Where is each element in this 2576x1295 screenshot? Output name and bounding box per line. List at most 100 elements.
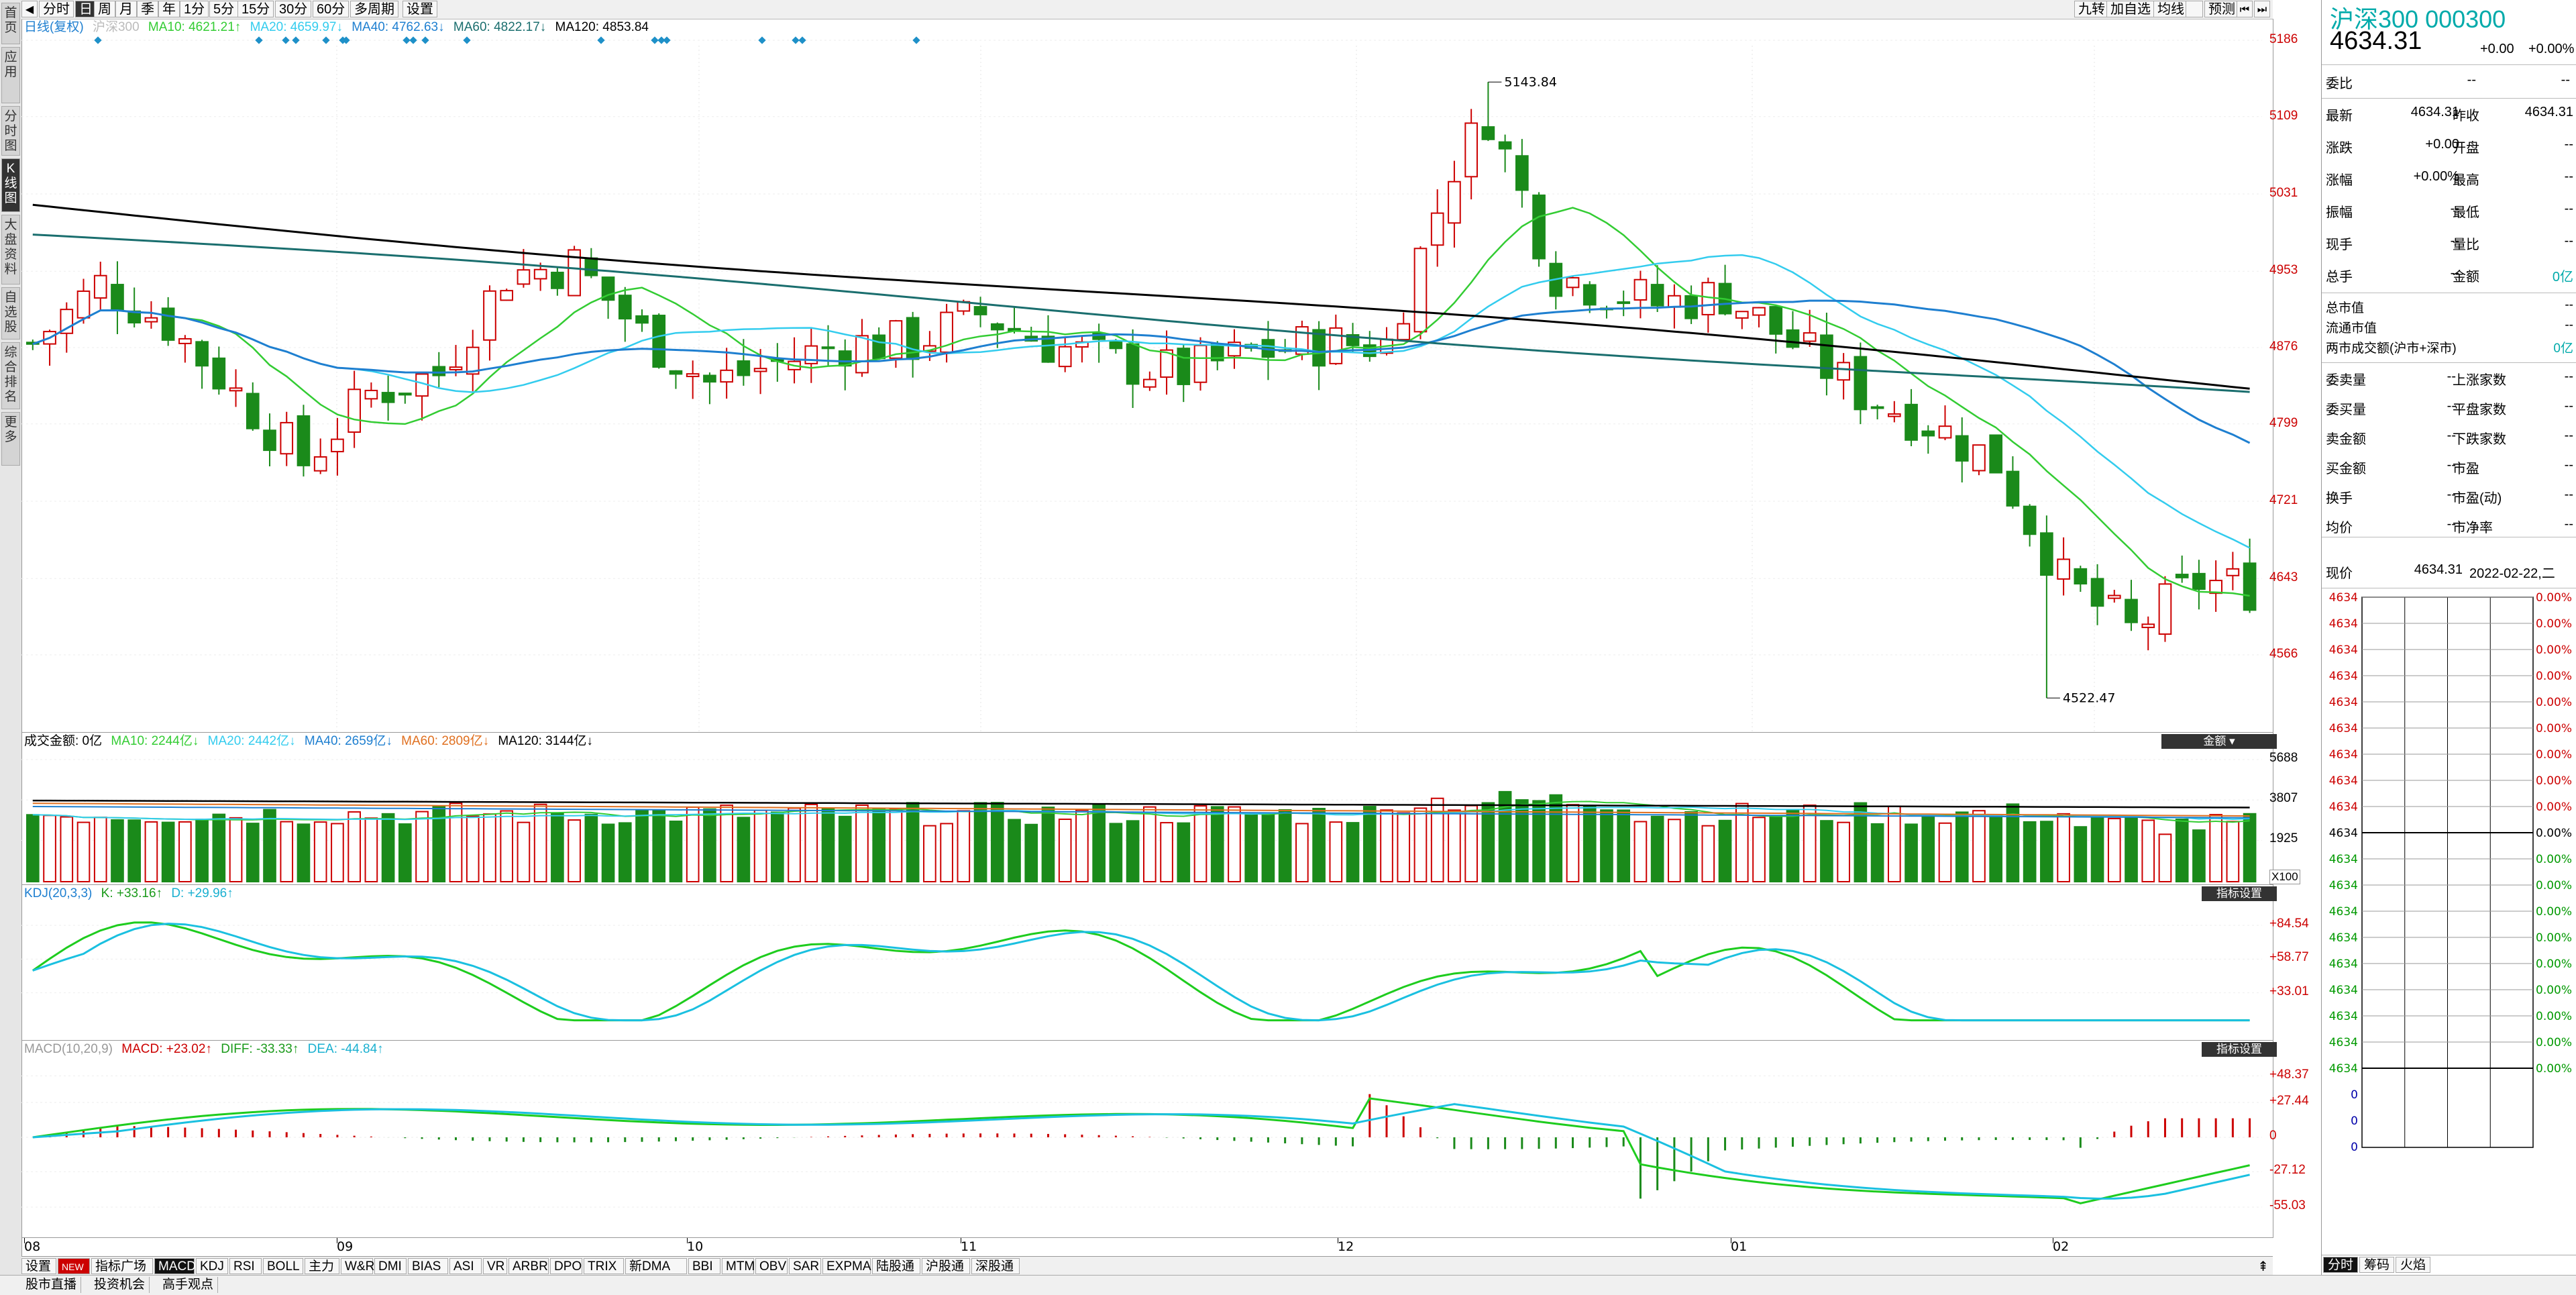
mini-timeshare-chart: 4634 0.00% 4634 0.00% 4634 0.00% 4634 0.00% 4634… [2329, 591, 2572, 1154]
panel-tab-2[interactable]: 火焰 [2396, 1257, 2430, 1273]
mini-pct-tick: 0.00% [2536, 591, 2572, 605]
indicator-tab-13[interactable]: ARBR [508, 1258, 549, 1274]
legend-volume-title: 成交金额: 0亿 [24, 734, 103, 748]
volume-bar [1041, 807, 1055, 882]
status-opportunity[interactable]: 投资机会 [90, 1277, 150, 1293]
quote-label: 涨幅 [2326, 173, 2353, 188]
period-tab-week[interactable]: 周 [94, 1, 115, 17]
toolbar-blank[interactable] [2186, 1, 2203, 17]
period-tab-year[interactable]: 年 [158, 1, 180, 17]
candle-body [635, 315, 649, 324]
breadth-label: 市净率 [2453, 521, 2493, 535]
indicator-tab-6[interactable]: BOLL [263, 1258, 303, 1274]
volume-bar [720, 805, 733, 882]
toolbar-ma-lines[interactable]: 均线 [2153, 1, 2188, 17]
indicator-tab-11[interactable]: ASI [449, 1258, 482, 1274]
indicator-tab-23[interactable]: 沪股通 [922, 1258, 970, 1274]
volume-bar [2125, 817, 2138, 882]
panel-tab-0[interactable]: 分时 [2323, 1257, 2358, 1273]
sidebar-item-home[interactable]: 首页 [1, 3, 20, 44]
last-page-icon[interactable]: ⏭ [2254, 1, 2270, 17]
signal-marker [792, 36, 800, 44]
sidebar-item-ranking[interactable]: 综合排名 [1, 342, 20, 409]
period-tab-1min[interactable]: 1分 [180, 1, 209, 17]
period-tab-60min[interactable]: 60分 [313, 1, 350, 17]
market-value: 0亿 [2553, 342, 2573, 356]
indicator-tab-10[interactable]: BIAS [408, 1258, 448, 1274]
volume-chart[interactable]: 成交金额: 0亿 MA10: 2244亿↓ MA20: 2442亿↓ MA40:… [21, 732, 2277, 885]
indicator-tab-17[interactable]: BBI [688, 1258, 720, 1274]
kdj-chart[interactable]: KDJ(20,3,3) K: +33.16↑ D: +29.96↑ 指标设置 [21, 884, 2277, 1041]
quote-value: -- [2564, 137, 2573, 152]
sidebar-item-timeshare[interactable]: 分时图 [1, 106, 20, 156]
toolbar-jiuzhuan[interactable]: 九转 [2074, 1, 2109, 17]
indicator-tab-5[interactable]: RSI [229, 1258, 262, 1274]
indicator-tab-19[interactable]: OBV [755, 1258, 788, 1274]
volume-bar [838, 815, 852, 882]
period-tab-month[interactable]: 月 [115, 1, 137, 17]
volume-bar [584, 813, 598, 882]
period-tab-15min[interactable]: 15分 [237, 1, 274, 17]
period-tab-5min[interactable]: 5分 [209, 1, 239, 17]
toolbar-settings[interactable]: 设置 [402, 1, 437, 17]
sidebar-item-market-info[interactable]: 大盘资料 [1, 215, 20, 284]
toolbar-add-watchlist[interactable]: 加自选 [2106, 1, 2155, 17]
back-arrow-icon[interactable]: ◀ [21, 1, 38, 17]
volume-type-dropdown[interactable]: 金额 ▾ [2161, 734, 2277, 749]
breadth-value: -- [2564, 517, 2573, 531]
indicator-tab-18[interactable]: MTM [722, 1258, 755, 1274]
status-live-broadcast[interactable]: 股市直播 [21, 1277, 82, 1293]
volume-bar [347, 811, 361, 882]
indicator-tab-3[interactable]: MACD [154, 1258, 196, 1274]
toolbar-forecast[interactable]: 预测 [2204, 1, 2239, 17]
sidebar-item-watchlist[interactable]: 自选股 [1, 287, 20, 340]
volume-bar [2107, 817, 2121, 882]
volume-bar [973, 802, 987, 882]
indicator-tab-20[interactable]: SAR [789, 1258, 821, 1274]
volume-bar [2243, 813, 2257, 882]
indicator-tab-8[interactable]: W&R [341, 1258, 374, 1274]
mini-price-tick: 4634 [2329, 800, 2358, 814]
kdj-settings-button[interactable]: 指标设置 [2202, 886, 2277, 901]
panel-tab-1[interactable]: 筹码 [2359, 1257, 2394, 1273]
status-expert-view[interactable]: 高手观点 [158, 1277, 219, 1293]
indicator-tab-1[interactable]: NEW [58, 1258, 90, 1274]
period-tab-multi[interactable]: 多周期 [350, 1, 398, 17]
indicator-tab-9[interactable]: DMI [374, 1258, 407, 1274]
macd-chart[interactable]: MACD(10,20,9) MACD: +23.02↑ DIFF: -33.33… [21, 1040, 2277, 1238]
period-tab-quarter[interactable]: 季 [137, 1, 158, 17]
macd-settings-button[interactable]: 指标设置 [2202, 1042, 2277, 1057]
first-page-icon[interactable]: ⏮ [2237, 1, 2253, 17]
indicator-tab-14[interactable]: DPO [550, 1258, 582, 1274]
indicator-tab-24[interactable]: 深股通 [971, 1258, 1020, 1274]
volume-unit: X100 [2269, 870, 2300, 884]
candle-body [517, 269, 531, 285]
kdj-tick-label: +84.54 [2269, 917, 2309, 931]
indicator-tab-2[interactable]: 指标广场 [91, 1258, 153, 1274]
sidebar-item-more[interactable]: 更多 [1, 412, 20, 466]
legend-ma20: MA20: 4659.97↓ [250, 20, 343, 34]
mini-price-tick: 4634 [2329, 853, 2358, 866]
period-tab-day[interactable]: 日 [75, 1, 97, 17]
mini-price-tick: 4634 [2329, 1010, 2358, 1023]
indicator-tab-15[interactable]: TRIX [584, 1258, 624, 1274]
period-tab-30min[interactable]: 30分 [275, 1, 312, 17]
volume-bar [2040, 821, 2053, 882]
indicator-tab-7[interactable]: 主力 [305, 1258, 339, 1274]
indicator-tab-0[interactable]: 设置 [21, 1258, 56, 1274]
sidebar-item-apps[interactable]: 应用 [1, 47, 20, 103]
price-chart[interactable]: 日线(复权) 沪深300 MA10: 4621.21↑ MA20: 4659.9… [21, 19, 2273, 732]
period-tab-timeshare[interactable]: 分时 [39, 1, 74, 17]
collapse-arrow-icon[interactable]: ⇞ [2257, 1259, 2269, 1274]
indicator-tab-4[interactable]: KDJ [196, 1258, 228, 1274]
indicator-tab-16[interactable]: 新DMA [625, 1258, 687, 1274]
candle-body [1312, 329, 1326, 367]
webi-label: 委比 [2326, 76, 2353, 91]
indicator-tab-12[interactable]: VR [483, 1258, 507, 1274]
volume-bars-svg [21, 759, 2262, 883]
indicator-tab-22[interactable]: 陆股通 [872, 1258, 920, 1274]
volume-bar [1668, 819, 1681, 883]
indicator-tab-21[interactable]: EXPMA [822, 1258, 871, 1274]
legend-ma120: MA120: 4853.84 [555, 20, 649, 34]
sidebar-item-kline[interactable]: K线图 [1, 158, 20, 212]
